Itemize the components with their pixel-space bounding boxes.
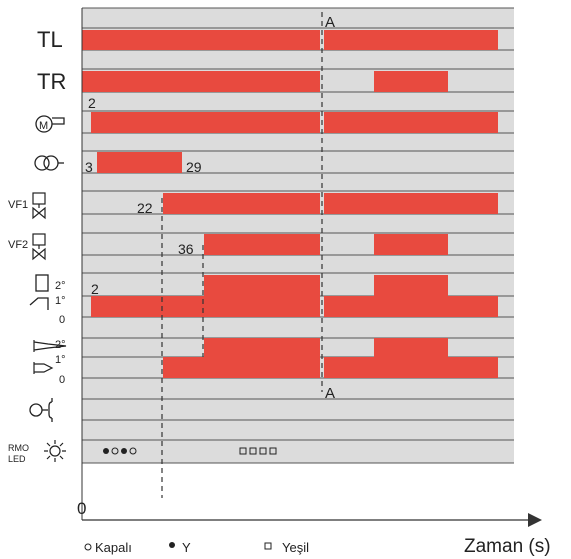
bar-vf1-1	[163, 193, 320, 214]
marker-a-top: A	[325, 14, 335, 31]
bar-nozzle-high-1	[204, 338, 320, 357]
bar-nozzle-high-2	[374, 338, 448, 357]
led-sequence-dots	[103, 447, 137, 455]
sun-icon	[44, 440, 66, 462]
bar-motor-1	[91, 112, 320, 133]
damper-icon	[29, 274, 49, 310]
damper-level-2: 2°	[55, 280, 66, 292]
bar-damper-high-2	[374, 275, 448, 296]
bar-tr-2	[374, 71, 448, 92]
x-axis-arrow	[528, 513, 542, 527]
time-annotation-2-motor: 2	[88, 95, 96, 111]
legend-yellow-symbol	[169, 542, 175, 548]
time-annotation-36: 36	[178, 241, 194, 257]
bar-damper-low-2	[324, 296, 498, 317]
bar-vf2-1	[204, 234, 320, 255]
marker-a-bottom: A	[325, 385, 335, 402]
damper-level-1: 1°	[55, 295, 66, 307]
bar-tl-1	[82, 30, 320, 50]
row-label-led: LED	[8, 454, 26, 464]
row-label-vf2: VF2	[8, 239, 28, 251]
row-label-tr: TR	[37, 69, 66, 94]
nozzle-level-1: 1°	[55, 354, 66, 366]
axis-origin: 0	[77, 499, 86, 518]
transformer-icon	[34, 155, 64, 171]
x-axis-label: Zaman (s)	[464, 536, 551, 557]
valve-icon-vf1	[32, 192, 46, 220]
svg-text:M: M	[39, 120, 48, 132]
legend-yellow-label: Y	[182, 540, 191, 555]
time-annotation-29: 29	[186, 159, 202, 175]
bar-damper-low-1	[91, 296, 320, 317]
nozzle-level-2: 2°	[55, 339, 66, 351]
row-label-vf1: VF1	[8, 199, 28, 211]
row-label-rmo: RMO	[8, 443, 29, 453]
legend-off-label: Kapalı	[95, 540, 132, 555]
damper-level-0: 0	[59, 314, 65, 326]
row-label-tl: TL	[37, 27, 63, 52]
bars	[82, 30, 498, 378]
nozzle-icon	[33, 340, 67, 374]
pressure-switch-icon	[29, 398, 53, 422]
bar-nozzle-low-1	[163, 357, 320, 378]
bar-vf1-2	[324, 193, 498, 214]
bar-transformer	[97, 152, 182, 173]
legend-off-symbol	[84, 543, 92, 551]
bar-tr-1	[82, 71, 320, 92]
legend-green-symbol	[264, 542, 272, 550]
bar-damper-high-1	[204, 275, 320, 296]
motor-icon: M	[35, 115, 65, 133]
time-annotation-3: 3	[85, 159, 93, 175]
nozzle-level-0: 0	[59, 374, 65, 386]
bar-nozzle-low-2	[324, 357, 498, 378]
led-sequence-squares	[239, 447, 277, 455]
time-annotation-2-damper: 2	[91, 281, 99, 297]
valve-icon-vf2	[32, 233, 46, 261]
bar-vf2-2	[374, 234, 448, 255]
legend-green-label: Yeşil	[282, 540, 309, 555]
time-annotation-22: 22	[137, 200, 153, 216]
bar-motor-2	[324, 112, 498, 133]
bar-tl-2	[324, 30, 498, 50]
